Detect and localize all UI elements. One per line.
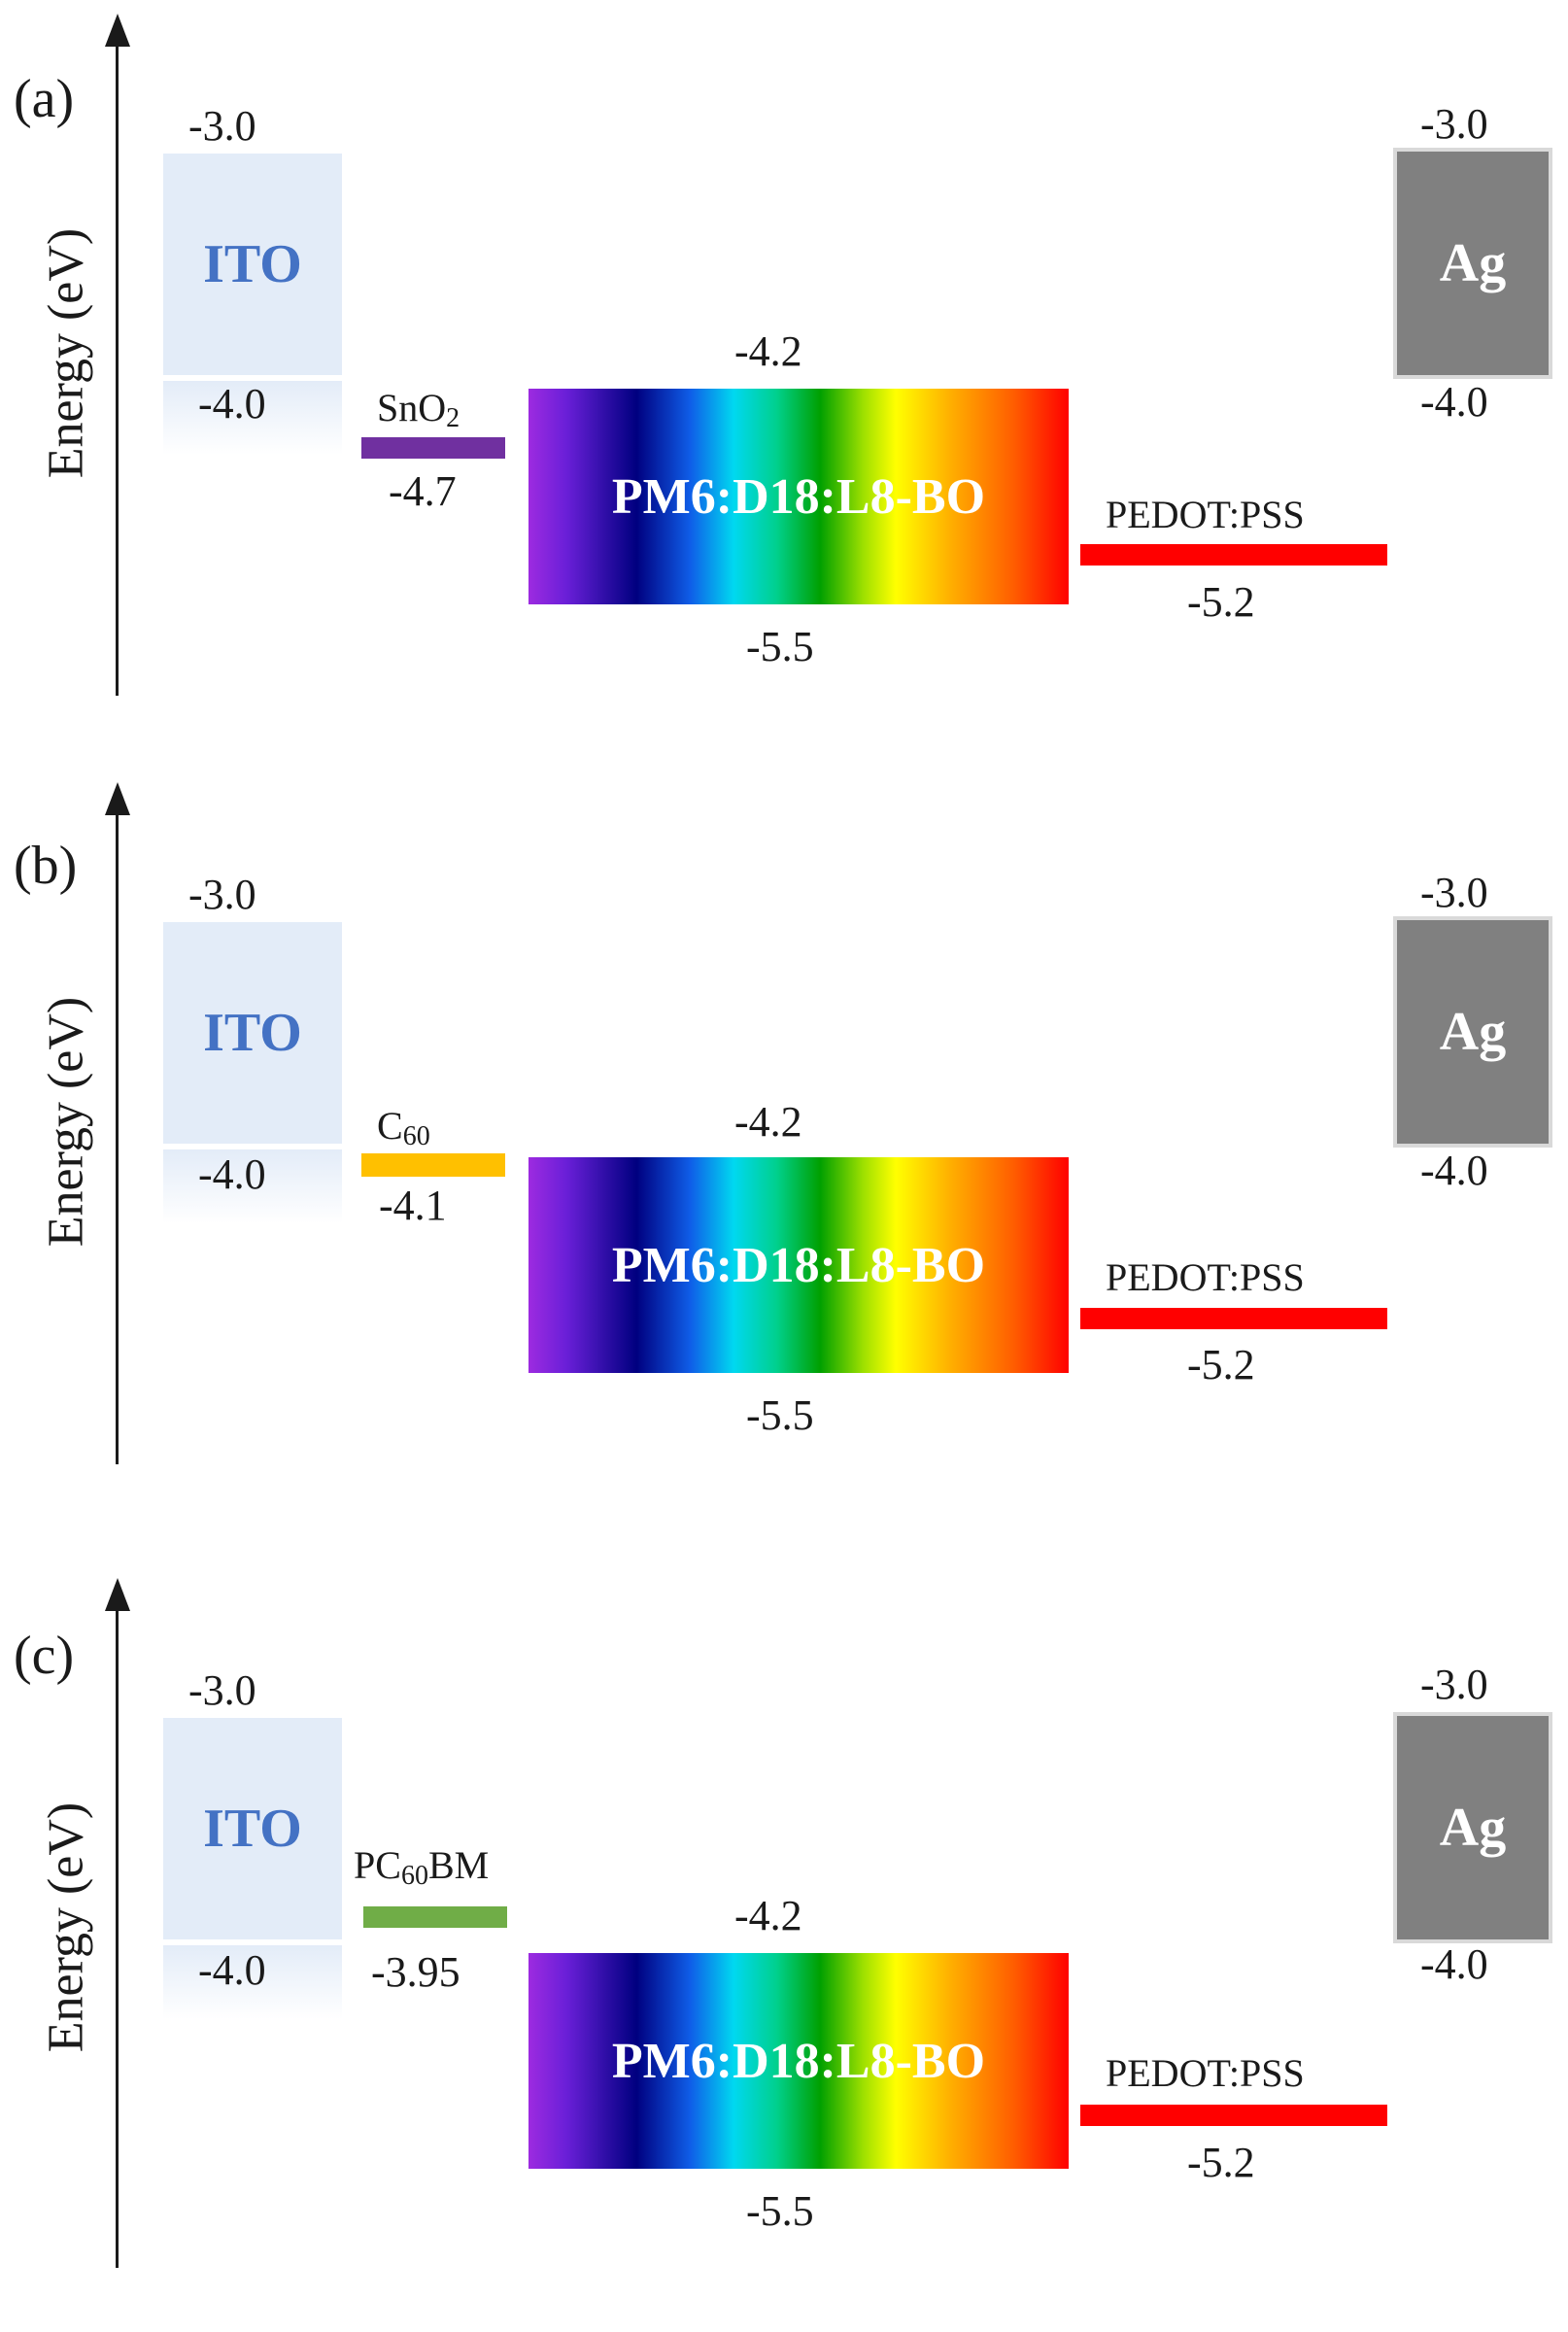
- ito-bottom-energy: -4.0: [198, 1150, 266, 1198]
- ito-block: ITO: [163, 154, 342, 375]
- pedot-label: PEDOT:PSS: [1106, 1255, 1305, 1299]
- ito-block: ITO: [163, 922, 342, 1144]
- energy-axis-line: [116, 43, 119, 696]
- ito-bottom-energy: -4.0: [198, 1946, 266, 1994]
- panel-label: (c): [14, 1626, 75, 1686]
- etl-label: C60: [377, 1103, 430, 1151]
- axis-title-text: Energy (eV): [38, 1801, 94, 2053]
- etl-name-sub: 2: [446, 403, 460, 433]
- energy-axis-line: [116, 811, 119, 1464]
- etl-energy-bar: [361, 1153, 505, 1177]
- ag-label: Ag: [1439, 1798, 1507, 1858]
- etl-name-sub: 60: [400, 1861, 428, 1891]
- ag-block: Ag: [1397, 152, 1549, 375]
- energy-axis-line: [116, 1607, 119, 2268]
- etl-name-base: PC: [354, 1843, 401, 1887]
- active-layer-label: PM6:D18:L8-BO: [611, 468, 986, 525]
- pedot-label: PEDOT:PSS: [1106, 2051, 1305, 2095]
- ito-block: ITO: [163, 1718, 342, 1939]
- energy-axis-arrow: [105, 782, 130, 815]
- etl-energy: -3.95: [371, 1948, 460, 1996]
- panel-label: (a): [14, 69, 75, 129]
- active-layer-label: PM6:D18:L8-BO: [611, 1237, 986, 1293]
- active-layer-block: PM6:D18:L8-BO: [528, 1157, 1069, 1373]
- axis-title-text: Energy (eV): [38, 227, 94, 479]
- pedot-energy-bar: [1080, 1308, 1387, 1329]
- etl-name-tail: BM: [427, 1843, 490, 1887]
- pedot-energy: -5.2: [1187, 578, 1255, 626]
- active-homo: -5.5: [746, 2187, 814, 2235]
- active-layer-block: PM6:D18:L8-BO: [528, 1953, 1069, 2169]
- etl-energy: -4.7: [389, 467, 457, 515]
- ag-label: Ag: [1439, 233, 1507, 293]
- pedot-energy-bar: [1080, 2105, 1387, 2126]
- etl-energy: -4.1: [379, 1182, 447, 1229]
- ag-bottom-energy: -4.0: [1420, 1940, 1488, 1988]
- pedot-energy: -5.2: [1187, 1341, 1255, 1389]
- ag-block: Ag: [1397, 920, 1549, 1144]
- pedot-label: PEDOT:PSS: [1106, 493, 1305, 536]
- ag-label: Ag: [1439, 1002, 1507, 1062]
- ito-label: ITO: [203, 234, 302, 294]
- etl-energy-bar: [361, 437, 505, 459]
- active-lumo: -4.2: [734, 1892, 802, 1939]
- ito-label: ITO: [203, 1003, 302, 1063]
- energy-diagram-panel-c: Energy (eV) (c) -3.0 ITO -4.0 PC60BM -3.…: [0, 1564, 1568, 2332]
- etl-name-sub: 60: [402, 1121, 430, 1151]
- ito-bottom-energy: -4.0: [198, 380, 266, 428]
- etl-label: SnO2: [377, 385, 460, 433]
- energy-diagram-panel-b: Energy (eV) (b) -3.0 ITO -4.0 C60 -4.1 -…: [0, 769, 1568, 1536]
- etl-name-base: C: [377, 1104, 403, 1148]
- ag-top-energy: -3.0: [1420, 100, 1488, 148]
- panel-label: (b): [14, 836, 78, 896]
- ito-fade: [163, 381, 342, 455]
- etl-label: PC60BM: [354, 1842, 490, 1891]
- etl-energy-bar: [363, 1906, 507, 1928]
- ito-fade: [163, 1149, 342, 1223]
- active-homo: -5.5: [746, 1391, 814, 1439]
- etl-name-base: SnO: [377, 386, 447, 429]
- active-layer-label: PM6:D18:L8-BO: [611, 2033, 986, 2089]
- active-layer-block: PM6:D18:L8-BO: [528, 389, 1069, 604]
- energy-diagram-panel-a: Energy (eV) (a) -3.0 ITO -4.0 SnO2 -4.7 …: [0, 0, 1568, 768]
- pedot-energy-bar: [1080, 544, 1387, 566]
- active-homo: -5.5: [746, 623, 814, 670]
- energy-axis-arrow: [105, 1578, 130, 1611]
- ag-bottom-energy: -4.0: [1420, 1147, 1488, 1194]
- energy-axis-arrow: [105, 14, 130, 47]
- active-lumo: -4.2: [734, 1098, 802, 1146]
- ag-top-energy: -3.0: [1420, 1661, 1488, 1708]
- ito-top-energy: -3.0: [188, 1666, 256, 1714]
- ito-top-energy: -3.0: [188, 871, 256, 918]
- ito-top-energy: -3.0: [188, 102, 256, 150]
- axis-title-text: Energy (eV): [38, 996, 94, 1248]
- active-lumo: -4.2: [734, 327, 802, 375]
- ito-fade: [163, 1945, 342, 2019]
- ito-label: ITO: [203, 1799, 302, 1859]
- pedot-energy: -5.2: [1187, 2139, 1255, 2186]
- ag-block: Ag: [1397, 1716, 1549, 1939]
- ag-top-energy: -3.0: [1420, 869, 1488, 916]
- ag-bottom-energy: -4.0: [1420, 378, 1488, 426]
